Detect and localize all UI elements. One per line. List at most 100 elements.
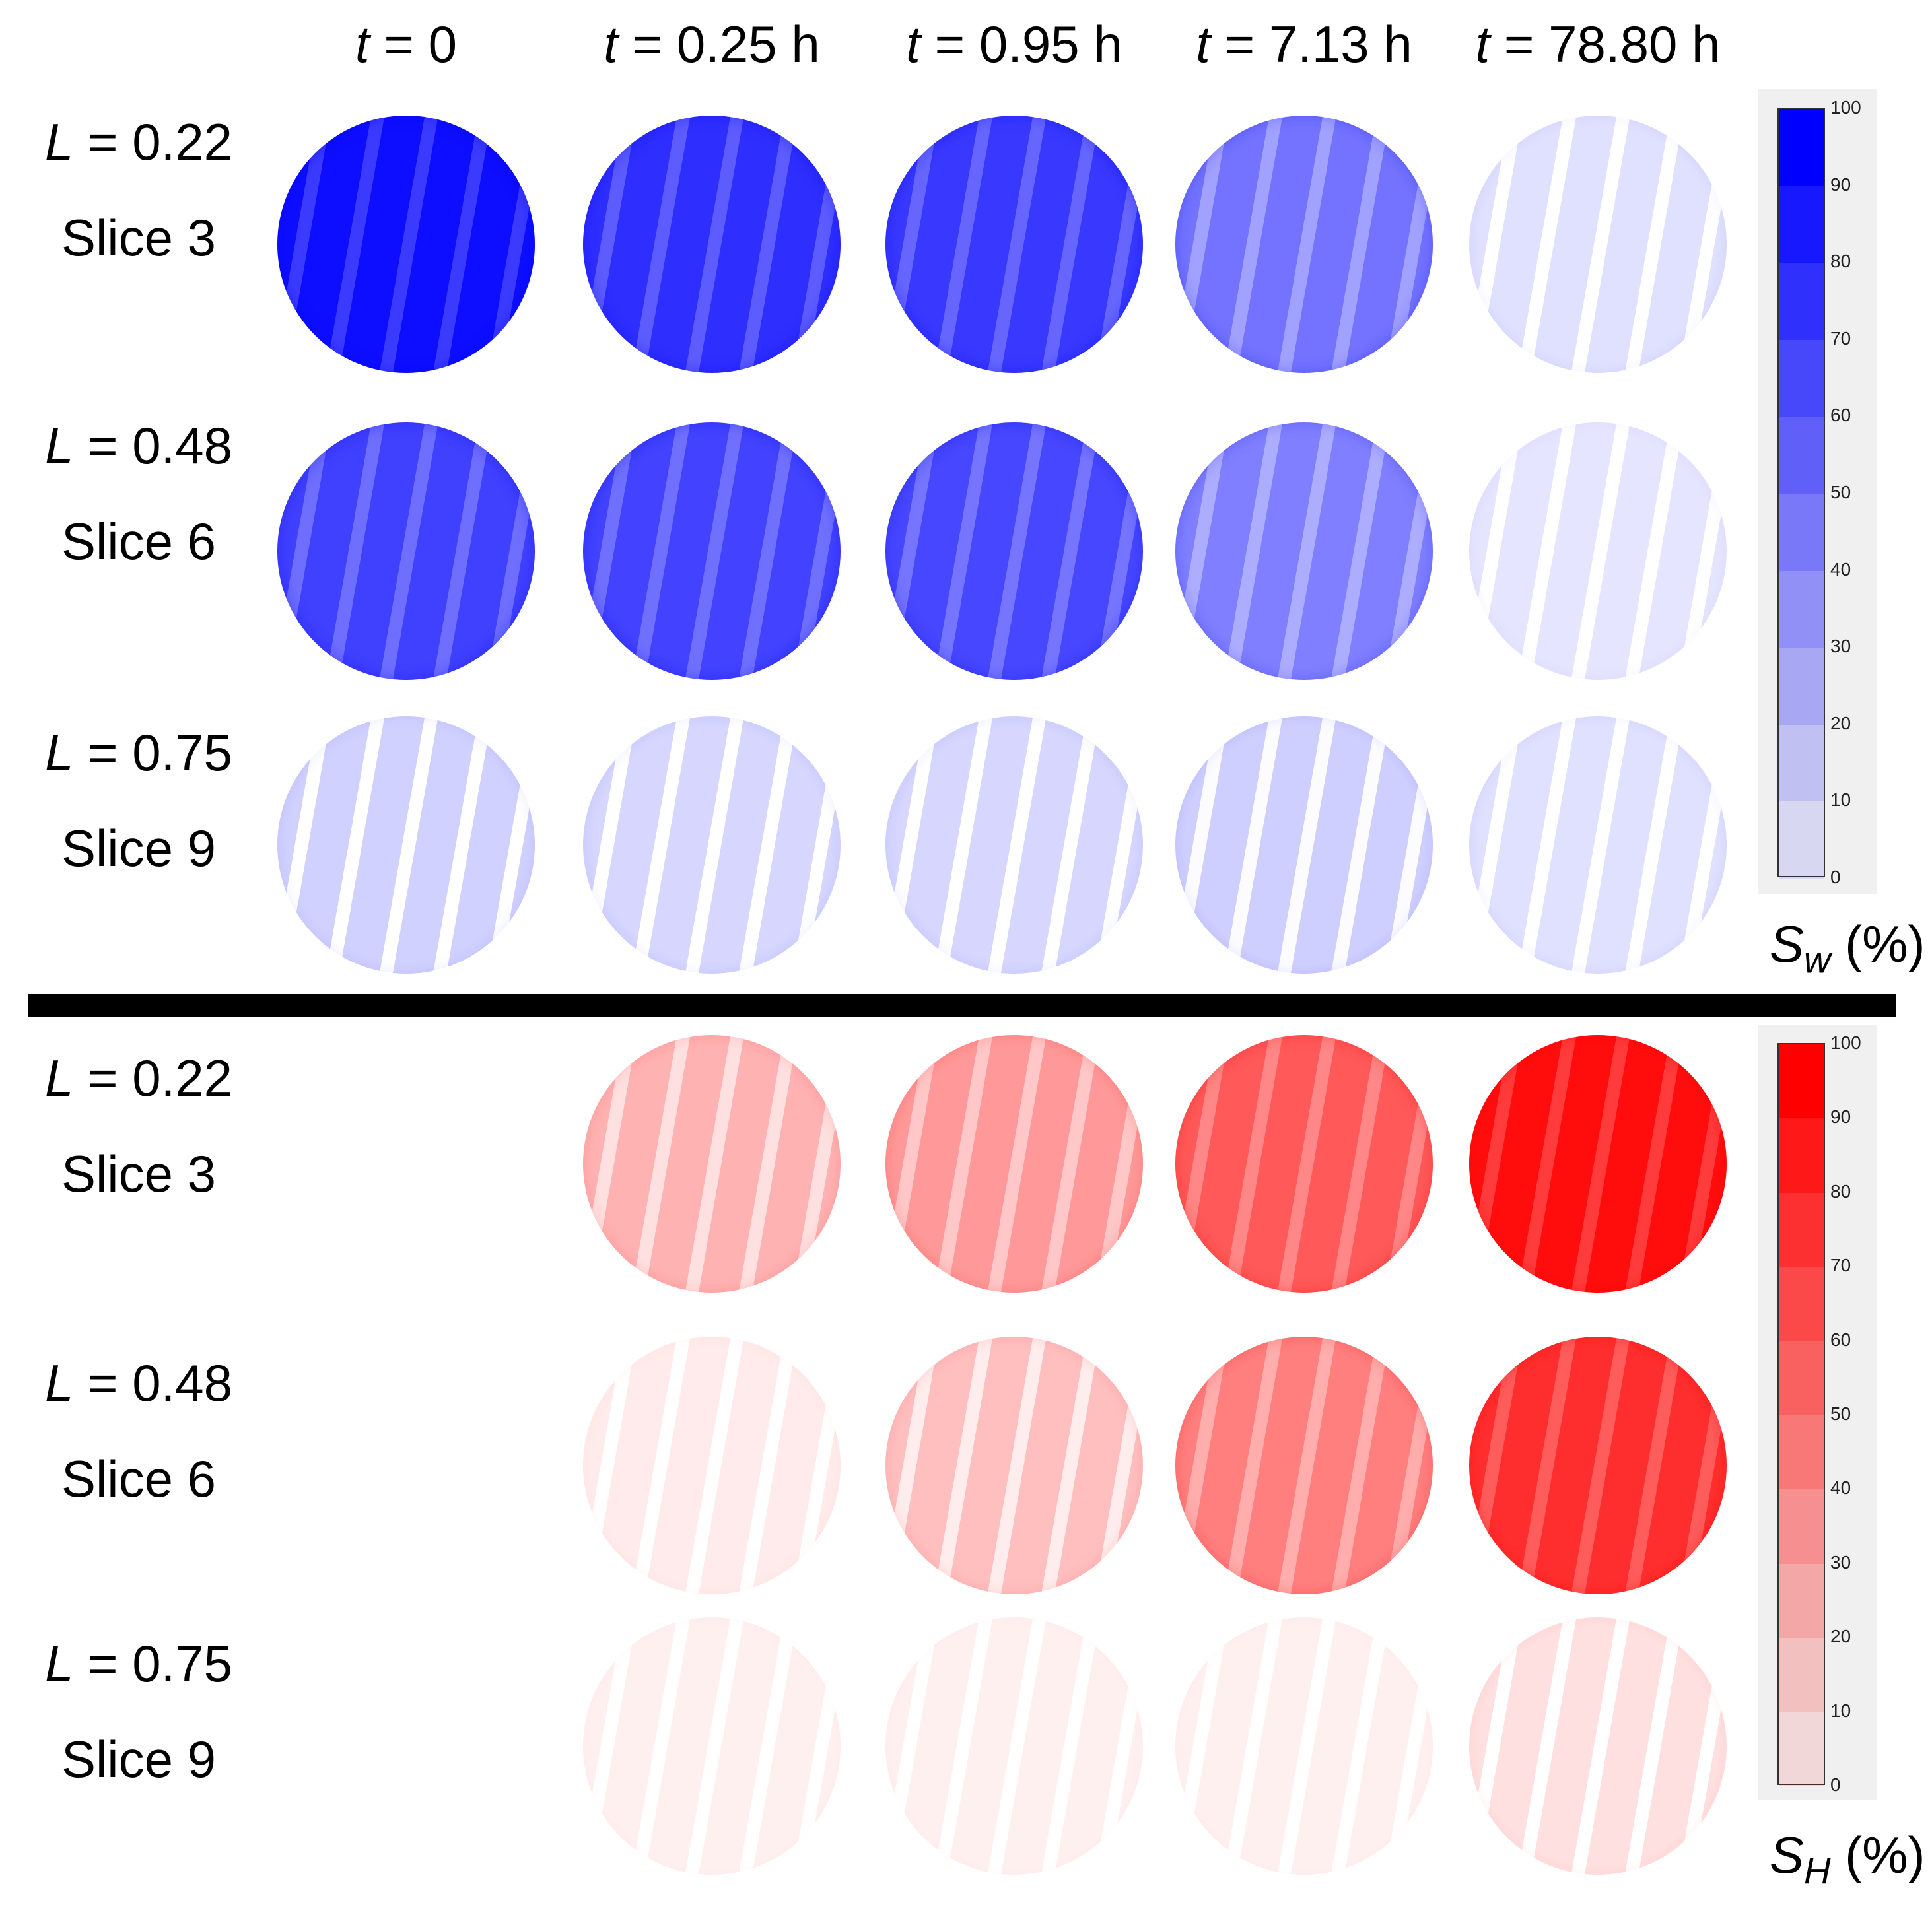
water-saturation-disc [1469, 716, 1727, 974]
time-header: t = 0 [355, 15, 457, 73]
hydrate-colorbar-tick: 0 [1830, 1774, 1841, 1795]
hydrate-colorbar-segment [1779, 1489, 1824, 1564]
water-colorbar-segment [1779, 186, 1824, 263]
water-saturation-disc [885, 716, 1143, 974]
row-position-label: L = 0.48 [44, 417, 233, 475]
hydrate-colorbar-label: SH (%) [1770, 1822, 1925, 1905]
row-position-label: L = 0.48 [44, 1354, 233, 1412]
hydrate-colorbar-segment [1779, 1638, 1824, 1712]
water-colorbar-segment [1779, 417, 1824, 494]
row-slice-label: Slice 6 [61, 1450, 217, 1508]
water-colorbar-segment [1779, 724, 1824, 802]
hydrate-colorbar-segment [1779, 1341, 1824, 1415]
hydrate-colorbar-tick: 90 [1830, 1106, 1851, 1128]
water-saturation-disc [583, 422, 841, 680]
row-position-label: L = 0.22 [44, 113, 233, 171]
hydrate-colorbar-tick: 100 [1830, 1032, 1861, 1053]
hydrate-saturation-disc [885, 1617, 1143, 1875]
hydrate-colorbar [1777, 1043, 1825, 1786]
water-saturation-disc [1175, 422, 1433, 680]
hydrate-saturation-disc [1175, 1617, 1433, 1875]
hydrate-saturation-disc [1469, 1337, 1727, 1594]
row-position-label: L = 0.75 [44, 724, 233, 782]
hydrate-colorbar-tick: 60 [1830, 1329, 1851, 1350]
hydrate-colorbar-segment [1779, 1118, 1824, 1193]
water-saturation-disc [1469, 116, 1727, 373]
row-position-label: L = 0.22 [44, 1049, 233, 1107]
row-slice-label: Slice 3 [61, 1145, 217, 1203]
water-saturation-disc [277, 116, 535, 373]
water-colorbar-segment [1779, 263, 1824, 340]
hydrate-colorbar-tick: 40 [1830, 1477, 1851, 1499]
water-label-subscript: w [1804, 939, 1831, 981]
water-colorbar-segment [1779, 494, 1824, 571]
hydrate-colorbar-segment [1779, 1267, 1824, 1341]
hydrate-colorbar-segment [1779, 1192, 1824, 1267]
hydrate-colorbar-tick: 70 [1830, 1255, 1851, 1276]
hydrate-saturation-disc [1175, 1337, 1433, 1594]
water-colorbar-tick: 40 [1830, 558, 1851, 580]
hydrate-colorbar-segment [1779, 1712, 1824, 1786]
hydrate-colorbar-tick: 20 [1830, 1626, 1851, 1647]
hydrate-colorbar-panel: 100 90 80 70 60 50 40 30 20 10 0 [1758, 1025, 1877, 1800]
water-colorbar-tick: 80 [1830, 251, 1851, 272]
hydrate-colorbar-segment [1779, 1044, 1824, 1119]
water-colorbar-tick: 0 [1830, 867, 1841, 887]
water-colorbar-tick: 20 [1830, 712, 1851, 733]
hydrate-saturation-disc [583, 1035, 841, 1293]
water-saturation-disc [1175, 116, 1433, 373]
hydrate-colorbar-segment [1779, 1563, 1824, 1638]
water-colorbar-tick: 100 [1830, 97, 1861, 118]
water-colorbar [1777, 108, 1825, 879]
time-header: t = 78.80 h [1475, 15, 1721, 73]
water-saturation-disc [885, 422, 1143, 680]
water-saturation-disc [277, 422, 535, 680]
time-header: t = 7.13 h [1196, 15, 1412, 73]
row-position-label: L = 0.75 [44, 1635, 233, 1693]
water-saturation-disc [885, 116, 1143, 373]
water-saturation-disc [277, 716, 535, 974]
water-colorbar-segment [1779, 648, 1824, 725]
row-slice-label: Slice 6 [61, 512, 217, 570]
hydrate-colorbar-tick: 50 [1830, 1403, 1851, 1424]
hydrate-label-symbol: S [1770, 1826, 1805, 1884]
water-label-symbol: S [1770, 915, 1805, 973]
row-slice-label: Slice 9 [61, 819, 217, 877]
hydrate-saturation-disc [583, 1337, 841, 1594]
water-saturation-disc [1469, 422, 1727, 680]
water-colorbar-tick: 30 [1830, 636, 1851, 657]
hydrate-saturation-disc [885, 1337, 1143, 1594]
water-colorbar-segment [1779, 570, 1824, 648]
water-colorbar-segment [1779, 109, 1824, 186]
water-label-unit: (%) [1845, 915, 1925, 973]
water-colorbar-segment [1779, 801, 1824, 879]
hydrate-saturation-disc [1175, 1035, 1433, 1293]
water-saturation-disc [583, 116, 841, 373]
water-saturation-disc [583, 716, 841, 974]
water-colorbar-tick: 90 [1830, 174, 1851, 195]
panel-divider [28, 994, 1896, 1017]
hydrate-saturation-disc [1469, 1617, 1727, 1875]
hydrate-colorbar-segment [1779, 1415, 1824, 1490]
time-header: t = 0.25 h [604, 15, 820, 73]
water-colorbar-tick: 70 [1830, 327, 1851, 349]
hydrate-colorbar-tick: 10 [1830, 1700, 1851, 1721]
hydrate-label-unit: (%) [1845, 1826, 1925, 1884]
hydrate-label-subscript: H [1804, 1850, 1831, 1892]
row-slice-label: Slice 9 [61, 1730, 217, 1788]
water-colorbar-panel: 100 90 80 70 60 50 40 30 20 10 0 [1758, 89, 1877, 894]
hydrate-saturation-disc [583, 1617, 841, 1875]
hydrate-colorbar-tick: 30 [1830, 1551, 1851, 1572]
time-header: t = 0.95 h [906, 15, 1122, 73]
hydrate-saturation-disc [1469, 1035, 1727, 1293]
hydrate-saturation-disc [885, 1035, 1143, 1293]
water-colorbar-tick: 10 [1830, 790, 1851, 811]
hydrate-colorbar-tick: 80 [1830, 1180, 1851, 1201]
water-colorbar-tick: 50 [1830, 482, 1851, 502]
water-colorbar-label: Sw (%) [1770, 911, 1925, 994]
water-colorbar-segment [1779, 339, 1824, 417]
water-colorbar-tick: 60 [1830, 405, 1851, 426]
row-slice-label: Slice 3 [61, 209, 217, 267]
water-saturation-disc [1175, 716, 1433, 974]
